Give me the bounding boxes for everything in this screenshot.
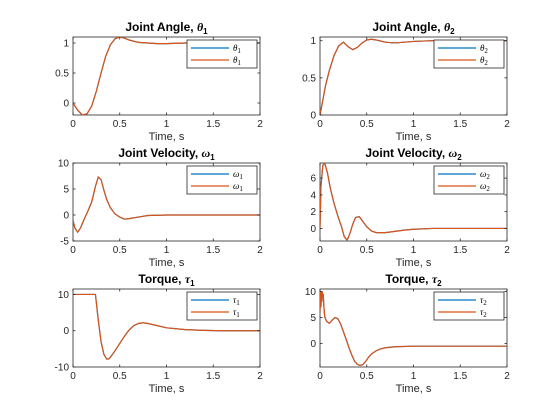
legend-box xyxy=(186,165,258,195)
x-tick-label: 2 xyxy=(504,245,510,256)
x-tick-label: 1 xyxy=(411,245,417,256)
x-tick-label: 0 xyxy=(70,371,76,382)
x-tick-label: 2 xyxy=(257,245,263,256)
x-tick-label: 0 xyxy=(317,245,323,256)
y-tick-label: 0 xyxy=(63,211,69,222)
y-tick-label: 2 xyxy=(310,207,316,218)
y-tick-label: 0.5 xyxy=(302,73,316,84)
y-tick-label: 1 xyxy=(310,36,316,47)
legend-entry: τ2 xyxy=(480,295,487,307)
legend-entry: θ1 xyxy=(233,55,241,67)
x-axis-label: Time, s xyxy=(149,131,185,143)
x-tick-label: 1.5 xyxy=(453,371,467,382)
x-tick-label: 0.5 xyxy=(113,371,127,382)
y-tick-label: 6 xyxy=(310,174,316,185)
x-tick-label: 0.5 xyxy=(360,245,374,256)
y-tick-label: 1 xyxy=(63,39,69,50)
x-tick-label: 2 xyxy=(257,371,263,382)
legend-box xyxy=(433,39,505,69)
legend-entry: ω2 xyxy=(480,181,490,193)
y-tick-label: 5 xyxy=(310,313,316,324)
series-line-2 xyxy=(320,291,507,367)
x-axis-label: Time, s xyxy=(396,131,432,143)
legend-box xyxy=(186,39,258,69)
x-tick-label: 1 xyxy=(164,245,170,256)
x-tick-label: 1 xyxy=(164,371,170,382)
x-tick-label: 0 xyxy=(317,371,323,382)
x-tick-label: 0 xyxy=(317,119,323,130)
subplot-title: Torque, τ2 xyxy=(385,272,442,288)
legend-box xyxy=(433,165,505,195)
legend-entry: θ1 xyxy=(233,43,241,55)
x-tick-label: 2 xyxy=(257,119,263,130)
y-tick-label: 10 xyxy=(305,287,317,298)
x-tick-label: 2 xyxy=(504,119,510,130)
legend-entry: ω1 xyxy=(233,169,243,181)
y-tick-label: -5 xyxy=(60,237,69,248)
legend-entry: τ1 xyxy=(233,307,240,319)
x-axis-label: Time, s xyxy=(149,383,185,395)
legend-entry: θ2 xyxy=(480,55,488,67)
legend-box xyxy=(433,291,505,321)
y-tick-label: -10 xyxy=(55,363,70,374)
y-tick-label: 0 xyxy=(63,99,69,110)
legend-entry: θ2 xyxy=(480,43,488,55)
x-tick-label: 1 xyxy=(411,371,417,382)
y-tick-label: 0 xyxy=(310,339,316,350)
legend-box xyxy=(186,291,258,321)
y-tick-label: 0 xyxy=(310,224,316,235)
legend-entry: τ2 xyxy=(480,307,487,319)
legend-entry: τ1 xyxy=(233,295,240,307)
y-tick-label: 10 xyxy=(58,290,70,301)
x-tick-label: 2 xyxy=(504,371,510,382)
axes-frame xyxy=(319,36,508,116)
y-tick-label: 5 xyxy=(63,185,69,196)
subplot-title: Joint Angle, θ2 xyxy=(372,20,455,36)
subplot-title: Joint Angle, θ1 xyxy=(125,20,208,36)
x-tick-label: 0.5 xyxy=(113,119,127,130)
x-tick-label: 1.5 xyxy=(453,245,467,256)
series-line-2 xyxy=(73,175,260,234)
x-tick-label: 1 xyxy=(164,119,170,130)
x-tick-label: 0.5 xyxy=(360,371,374,382)
y-tick-label: 0 xyxy=(63,326,69,337)
x-tick-label: 0 xyxy=(70,245,76,256)
legend-entry: ω2 xyxy=(480,169,490,181)
legend-entry: ω1 xyxy=(233,181,243,193)
x-tick-label: 1.5 xyxy=(206,119,220,130)
x-tick-label: 0.5 xyxy=(360,119,374,130)
series-line-2 xyxy=(73,293,260,360)
series-line-2 xyxy=(320,163,507,241)
x-axis-label: Time, s xyxy=(396,383,432,395)
subplot-4: 0 0.5 1 1.5 2 0 2 4 6 Joint Velocity, ω2 Time, s ω2… xyxy=(310,146,510,269)
x-tick-label: 1.5 xyxy=(453,119,467,130)
y-tick-label: 0 xyxy=(310,111,316,122)
x-axis-label: Time, s xyxy=(149,257,185,269)
x-tick-label: 1.5 xyxy=(206,245,220,256)
x-tick-label: 1.5 xyxy=(206,371,220,382)
x-axis-label: Time, s xyxy=(396,257,432,269)
x-tick-label: 0 xyxy=(70,119,76,130)
y-tick-label: 4 xyxy=(310,190,316,201)
subplot-title: Joint Velocity, ω2 xyxy=(365,146,462,162)
x-tick-label: 0.5 xyxy=(113,245,127,256)
y-tick-label: 10 xyxy=(58,159,70,170)
subplot-title: Joint Velocity, ω1 xyxy=(118,146,215,162)
subplot-title: Torque, τ1 xyxy=(138,272,195,288)
y-tick-label: 0.5 xyxy=(55,69,69,80)
x-tick-label: 1 xyxy=(411,119,417,130)
